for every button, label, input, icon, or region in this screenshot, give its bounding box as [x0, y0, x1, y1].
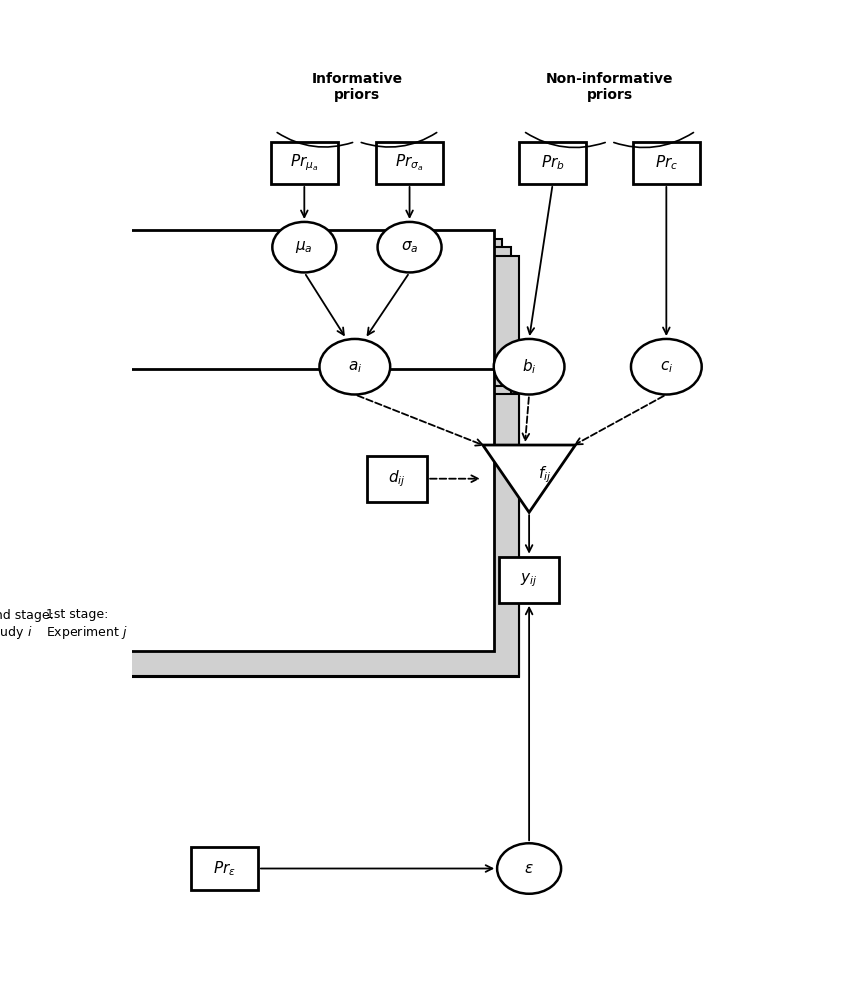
Ellipse shape	[319, 339, 390, 395]
Text: Informative
priors: Informative priors	[312, 72, 403, 102]
Bar	[56, 394, 519, 676]
Text: Non-informative
priors: Non-informative priors	[546, 72, 674, 102]
Text: $y_{ij}$: $y_{ij}$	[520, 571, 538, 589]
Bar	[30, 369, 493, 651]
Text: $d_{ij}$: $d_{ij}$	[388, 468, 406, 489]
Ellipse shape	[272, 222, 336, 272]
Text: $c_i$: $c_i$	[659, 359, 673, 375]
Bar	[376, 142, 443, 184]
Bar	[190, 847, 258, 890]
Bar	[519, 142, 586, 184]
Bar	[0, 230, 493, 651]
Text: $\mu_a$: $\mu_a$	[296, 239, 313, 255]
Text: $b_i$: $b_i$	[522, 357, 536, 376]
Text: $Pr_{c}$: $Pr_{c}$	[655, 154, 678, 172]
Bar	[366, 456, 427, 502]
Bar	[498, 557, 559, 603]
Bar	[270, 142, 338, 184]
Bar	[0, 247, 510, 668]
Text: $a_i$: $a_i$	[348, 359, 362, 375]
Text: $\sigma_a$: $\sigma_a$	[401, 239, 418, 255]
Bar	[0, 239, 502, 660]
Ellipse shape	[377, 222, 441, 272]
Bar	[47, 386, 510, 668]
Bar	[0, 256, 519, 677]
Bar	[632, 142, 700, 184]
Text: $f_{ij}$: $f_{ij}$	[538, 464, 551, 485]
Text: $Pr_{\mu_a}$: $Pr_{\mu_a}$	[290, 153, 318, 173]
Polygon shape	[482, 445, 575, 512]
Text: 2nd stage:
Study $i$: 2nd stage: Study $i$	[0, 609, 54, 641]
Text: $Pr_{\varepsilon}$: $Pr_{\varepsilon}$	[213, 859, 236, 878]
Text: $Pr_{\sigma_a}$: $Pr_{\sigma_a}$	[396, 153, 424, 173]
Text: $Pr_{b}$: $Pr_{b}$	[541, 154, 564, 172]
Ellipse shape	[493, 339, 564, 395]
Text: 1st stage:
Experiment $j$: 1st stage: Experiment $j$	[45, 608, 127, 641]
Ellipse shape	[497, 843, 561, 894]
Text: $\varepsilon$: $\varepsilon$	[525, 861, 534, 876]
Ellipse shape	[631, 339, 701, 395]
Bar	[39, 377, 502, 659]
